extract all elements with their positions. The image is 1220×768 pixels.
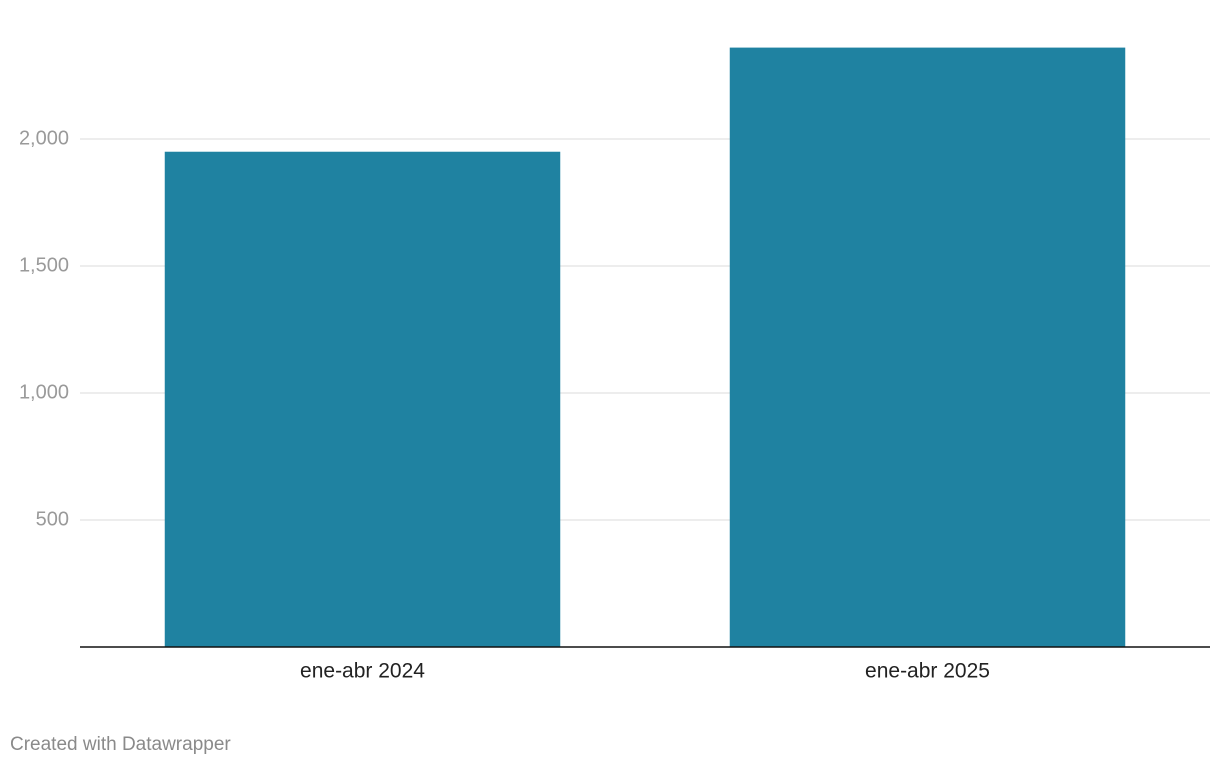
y-tick-label: 1,500 <box>19 254 69 276</box>
y-tick-label: 2,000 <box>19 127 69 149</box>
x-tick-label: ene-abr 2024 <box>300 660 425 683</box>
x-tick-label: ene-abr 2025 <box>865 660 990 683</box>
y-tick-label: 1,000 <box>19 381 69 403</box>
bar <box>164 151 561 648</box>
bar <box>729 47 1126 648</box>
y-tick-label: 500 <box>36 508 69 530</box>
footer: Created with Datawrapper <box>10 734 231 755</box>
